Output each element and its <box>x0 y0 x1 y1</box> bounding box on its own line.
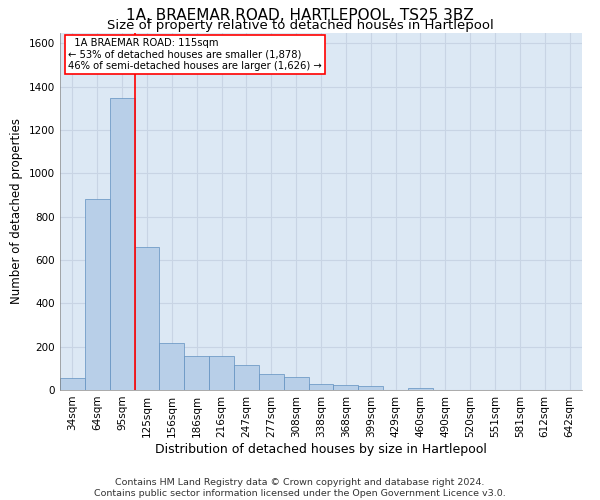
Bar <box>358 386 383 390</box>
Text: Contains HM Land Registry data © Crown copyright and database right 2024.
Contai: Contains HM Land Registry data © Crown c… <box>94 478 506 498</box>
Bar <box>160 344 184 390</box>
Bar <box>308 384 334 390</box>
Bar <box>60 378 85 390</box>
Bar <box>110 98 134 390</box>
X-axis label: Distribution of detached houses by size in Hartlepool: Distribution of detached houses by size … <box>155 442 487 456</box>
Text: 1A, BRAEMAR ROAD, HARTLEPOOL, TS25 3BZ: 1A, BRAEMAR ROAD, HARTLEPOOL, TS25 3BZ <box>126 8 474 22</box>
Bar <box>259 374 284 390</box>
Bar <box>209 356 234 390</box>
Bar <box>234 365 259 390</box>
Bar <box>134 247 160 390</box>
Bar <box>334 384 358 390</box>
Bar <box>85 200 110 390</box>
Text: 1A BRAEMAR ROAD: 115sqm
← 53% of detached houses are smaller (1,878)
46% of semi: 1A BRAEMAR ROAD: 115sqm ← 53% of detache… <box>68 38 322 71</box>
Y-axis label: Number of detached properties: Number of detached properties <box>10 118 23 304</box>
Bar <box>408 388 433 390</box>
Text: Size of property relative to detached houses in Hartlepool: Size of property relative to detached ho… <box>107 18 493 32</box>
Bar <box>184 356 209 390</box>
Bar <box>284 377 308 390</box>
